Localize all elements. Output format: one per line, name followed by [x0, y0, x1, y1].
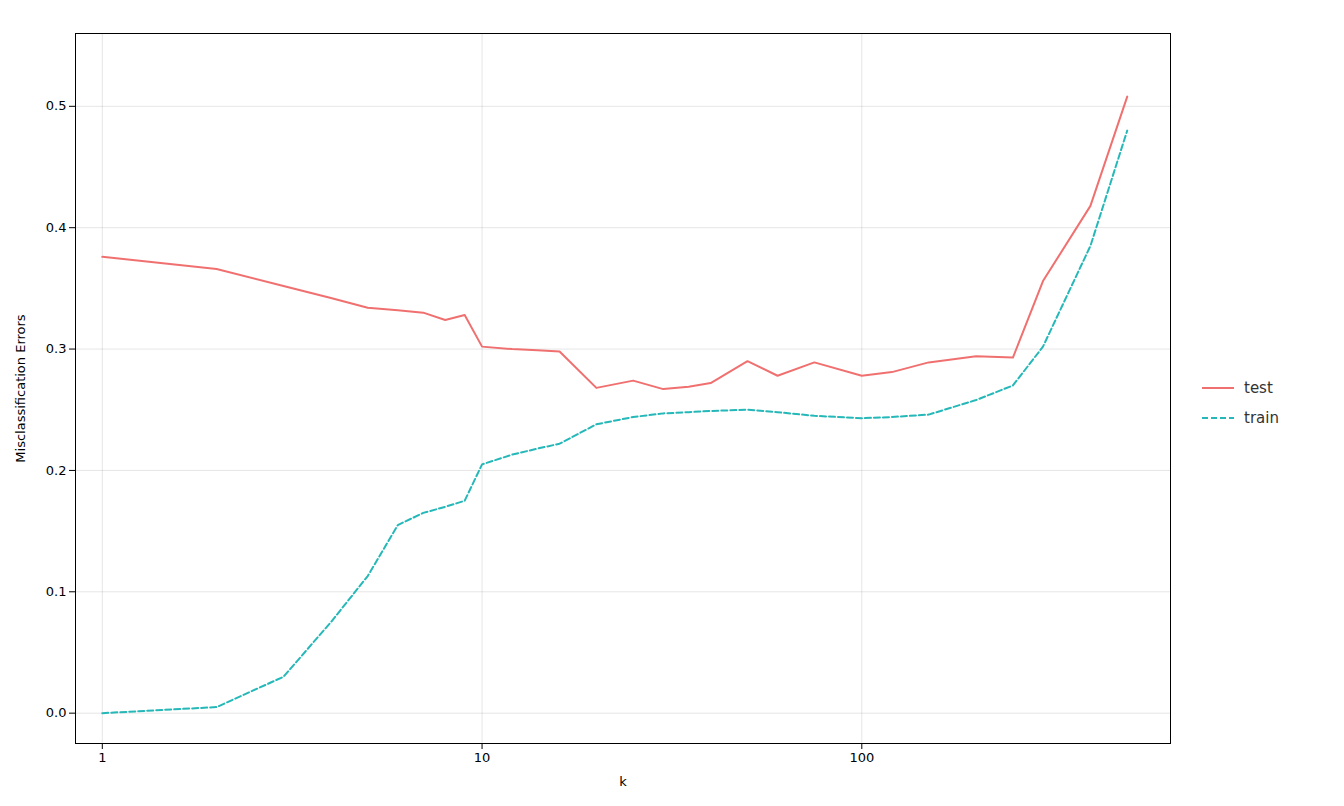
- svg-text:10: 10: [474, 750, 491, 765]
- svg-text:Misclassification Errors: Misclassification Errors: [13, 314, 28, 463]
- html-text:test: test: [1244, 379, 1273, 397]
- svg-text:k: k: [619, 774, 627, 789]
- svg-text:0.4: 0.4: [46, 220, 67, 235]
- svg-text:0.3: 0.3: [46, 341, 67, 356]
- svg-text:100: 100: [849, 750, 874, 765]
- html-text:train: train: [1244, 409, 1279, 427]
- svg-text:1: 1: [98, 750, 106, 765]
- svg-text:0.2: 0.2: [46, 463, 67, 478]
- svg-text:0.5: 0.5: [46, 98, 67, 113]
- svg-text:0.0: 0.0: [46, 705, 67, 720]
- svg-text:0.1: 0.1: [46, 584, 67, 599]
